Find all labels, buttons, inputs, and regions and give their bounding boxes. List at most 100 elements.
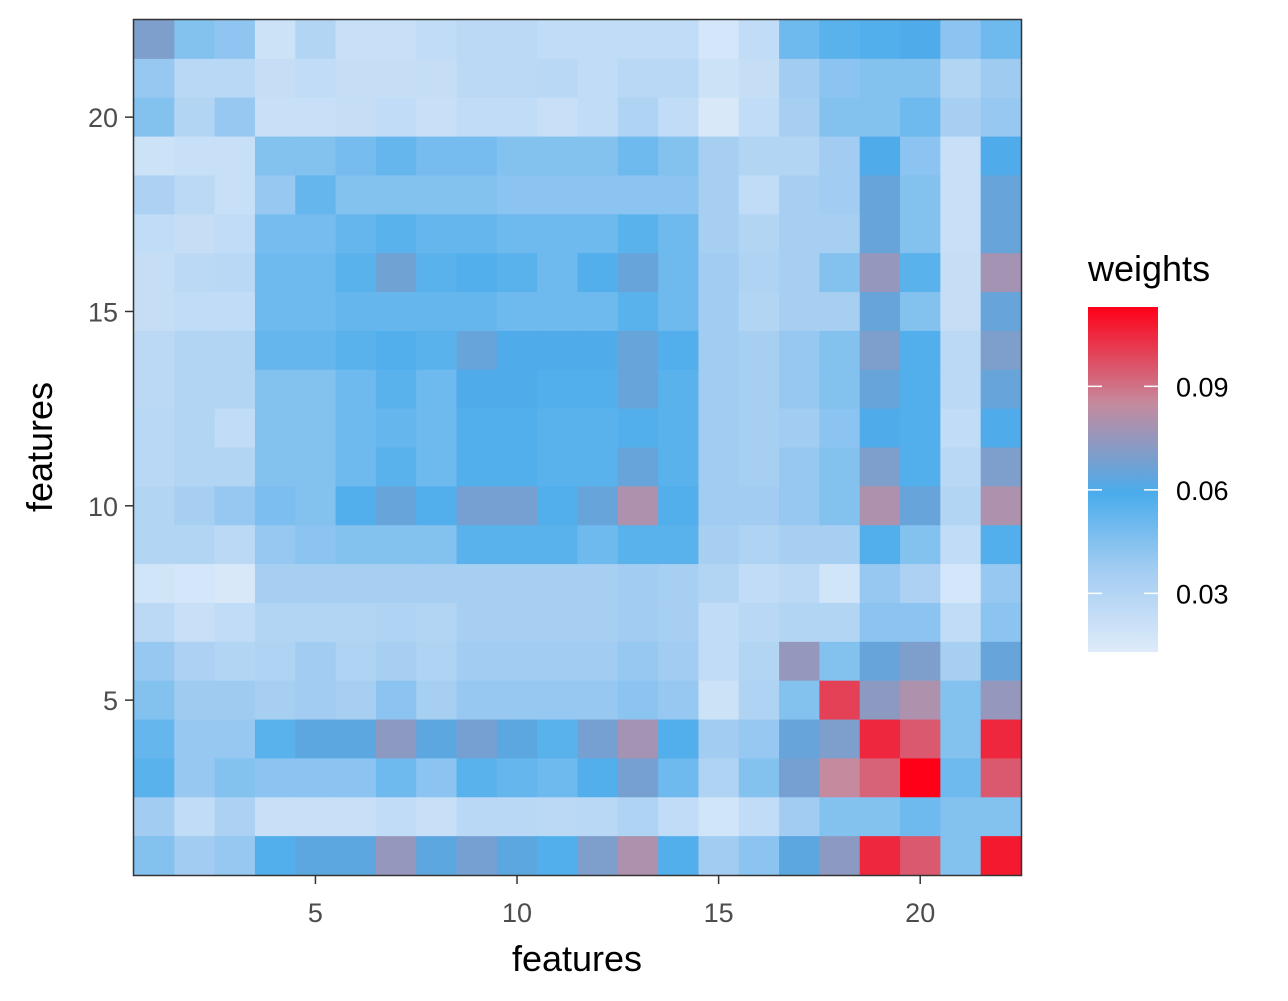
heatmap-cell: [375, 447, 417, 487]
heatmap-cell: [335, 602, 377, 643]
heatmap-cell: [537, 369, 579, 410]
heatmap-cell: [617, 136, 659, 177]
heatmap-cell: [617, 253, 659, 293]
heatmap-cell: [295, 602, 337, 643]
heatmap-cell: [900, 136, 941, 177]
heatmap-cell: [819, 758, 861, 798]
heatmap-cell: [416, 408, 458, 449]
heatmap-cell: [496, 408, 538, 449]
heatmap-cell: [134, 369, 175, 410]
heatmap-cell: [698, 253, 740, 293]
heatmap-cell: [577, 136, 619, 177]
heatmap-cell: [980, 175, 1022, 215]
heatmap-cell: [254, 602, 296, 643]
heatmap-cell: [900, 175, 941, 215]
heatmap-cell: [335, 836, 377, 876]
heatmap-cell: [658, 214, 700, 254]
heatmap-cell: [900, 292, 941, 332]
heatmap-cell: [900, 602, 941, 643]
heatmap-cell: [416, 175, 458, 215]
heatmap-cell: [416, 97, 458, 138]
heatmap-cell: [819, 136, 861, 177]
heatmap-cell: [174, 797, 216, 837]
heatmap-cell: [779, 136, 821, 177]
heatmap-cell: [537, 447, 579, 487]
heatmap-cell: [496, 836, 538, 876]
heatmap-cell: [940, 836, 982, 876]
heatmap-cell: [537, 680, 579, 721]
heatmap-cell: [698, 175, 740, 215]
y-tick-label: 15: [88, 297, 118, 327]
heatmap-cell: [940, 97, 982, 138]
heatmap-cell: [577, 253, 619, 293]
heatmap-cell: [779, 253, 821, 293]
heatmap-cell: [416, 253, 458, 293]
heatmap-cell: [295, 408, 337, 449]
heatmap-cell: [698, 719, 740, 760]
heatmap-cell: [456, 330, 498, 371]
heatmap-cell: [617, 58, 659, 99]
heatmap-cell: [658, 408, 700, 449]
heatmap-cell: [254, 486, 296, 526]
heatmap-cell: [174, 836, 216, 876]
heatmap-cell: [214, 680, 256, 721]
heatmap-cell: [214, 447, 256, 487]
heatmap-cell: [174, 97, 216, 138]
heatmap-cell: [496, 214, 538, 254]
heatmap-cell: [416, 525, 458, 565]
heatmap-cell: [456, 602, 498, 643]
heatmap-cell: [617, 369, 659, 410]
heatmap-cell: [214, 214, 256, 254]
heatmap-cell: [819, 602, 861, 643]
heatmap-cell: [537, 564, 579, 604]
heatmap-cell: [658, 292, 700, 332]
heatmap-cell: [335, 719, 377, 760]
heatmap-cell: [980, 447, 1022, 487]
heatmap-cell: [295, 797, 337, 837]
heatmap-cell: [416, 797, 458, 837]
heatmap-cell: [779, 564, 821, 604]
heatmap-cell: [295, 136, 337, 177]
heatmap-cell: [537, 486, 579, 526]
heatmap-cell: [859, 136, 901, 177]
heatmap-cell: [859, 330, 901, 371]
heatmap-cell: [174, 447, 216, 487]
heatmap-cell: [295, 719, 337, 760]
heatmap-cell: [900, 641, 941, 682]
heatmap-cell: [174, 58, 216, 99]
heatmap-cell: [254, 564, 296, 604]
heatmap-cell: [577, 836, 619, 876]
heatmap-cell: [134, 680, 175, 721]
heatmap-cell: [214, 136, 256, 177]
heatmap-cell: [819, 408, 861, 449]
heatmap-cell: [900, 408, 941, 449]
heatmap-cell: [980, 797, 1022, 837]
heatmap-cell: [617, 564, 659, 604]
heatmap-cell: [859, 836, 901, 876]
heatmap-cell: [496, 97, 538, 138]
heatmap-cell: [174, 564, 216, 604]
heatmap-cell: [738, 797, 780, 837]
heatmap-cell: [537, 408, 579, 449]
heatmap-cell: [698, 836, 740, 876]
heatmap-cell: [416, 836, 458, 876]
legend-title: weights: [1087, 248, 1210, 289]
heatmap-cell: [980, 292, 1022, 332]
heatmap-cell: [738, 836, 780, 876]
heatmap-cell: [980, 408, 1022, 449]
heatmap-cell: [496, 253, 538, 293]
heatmap-cell: [980, 525, 1022, 565]
heatmap-cell: [174, 486, 216, 526]
heatmap-cell: [335, 136, 377, 177]
heatmap-cell: [134, 719, 175, 760]
heatmap-cell: [859, 564, 901, 604]
heatmap-cell: [940, 719, 982, 760]
heatmap-cell: [537, 136, 579, 177]
heatmap-cell: [900, 369, 941, 410]
heatmap-cell: [375, 408, 417, 449]
heatmap-cell: [254, 758, 296, 798]
heatmap-cell: [658, 719, 700, 760]
heatmap-cell: [658, 136, 700, 177]
heatmap-cell: [456, 680, 498, 721]
